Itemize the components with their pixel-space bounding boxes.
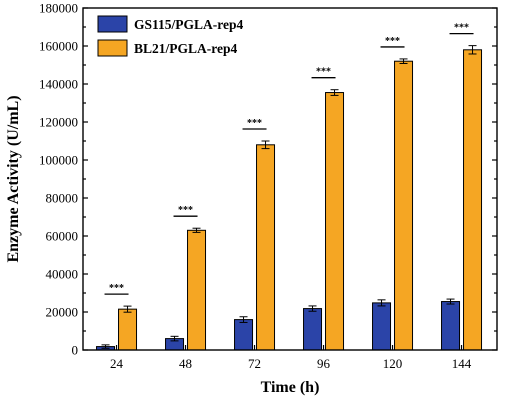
y-tick-label: 180000 — [39, 1, 78, 16]
plot-frame — [82, 7, 498, 351]
x-tick-label: 72 — [248, 356, 261, 371]
x-tick-label: 144 — [452, 356, 472, 371]
x-tick-label: 24 — [110, 356, 124, 371]
bar-bl21 — [256, 144, 276, 351]
significance-label: *** — [385, 36, 400, 47]
legend: GS115/PGLA-rep4 BL21/PGLA-rep4 — [97, 15, 244, 57]
bar-bl21 — [325, 92, 345, 351]
bar-gs115 — [441, 301, 461, 351]
y-tick-label: 120000 — [39, 115, 78, 130]
x-axis-title: Time (h) — [261, 379, 320, 396]
y-tick-label: 100000 — [39, 153, 78, 168]
significance-group: *** *** *** *** *** *** — [104, 23, 474, 295]
significance-label: *** — [316, 67, 331, 78]
bar-gs115 — [372, 302, 392, 351]
significance-label: *** — [247, 118, 262, 129]
bar-gs115 — [303, 308, 323, 351]
axes-group: 0 20000 40000 60000 80000 100000 120000 140000 1… — [39, 1, 498, 371]
x-tick-label: 48 — [179, 356, 192, 371]
bar-bl21 — [463, 49, 483, 351]
significance-label: *** — [454, 23, 469, 34]
legend-label-bl21: BL21/PGLA-rep4 — [134, 41, 238, 56]
y-tick-label: 80000 — [46, 191, 79, 206]
bars-group — [96, 45, 483, 351]
legend-label-gs115: GS115/PGLA-rep4 — [134, 17, 244, 32]
significance-label: *** — [178, 205, 193, 216]
significance-label: *** — [109, 283, 124, 294]
y-tick-label: 60000 — [46, 229, 79, 244]
bar-bl21 — [118, 308, 138, 351]
bar-bl21 — [394, 60, 414, 351]
y-tick-label: 140000 — [39, 77, 78, 92]
legend-swatch-gs115 — [97, 15, 128, 33]
x-tick-label: 96 — [317, 356, 331, 371]
y-tick-label: 20000 — [46, 305, 79, 320]
y-tick-label: 160000 — [39, 39, 78, 54]
legend-swatch-bl21 — [97, 39, 128, 57]
bar-gs115 — [234, 319, 254, 351]
y-axis-title: Enzyme Activity (U/mL) — [5, 95, 22, 262]
bar-bl21 — [187, 229, 207, 351]
x-tick-label: 120 — [383, 356, 403, 371]
y-tick-label: 0 — [72, 343, 79, 358]
y-tick-label: 40000 — [46, 267, 79, 282]
